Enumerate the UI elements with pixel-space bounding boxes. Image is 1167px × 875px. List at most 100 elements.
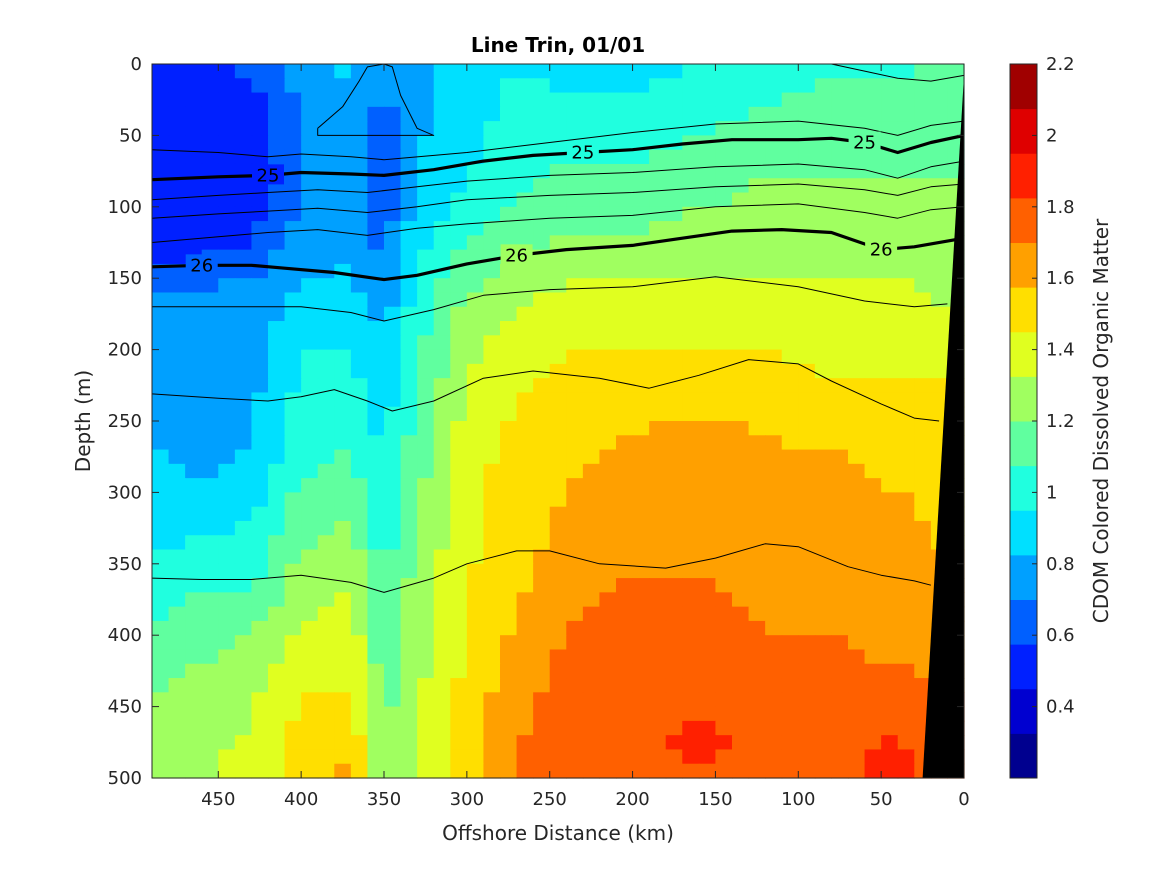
heatmap-cell bbox=[632, 635, 650, 651]
heatmap-cell bbox=[881, 149, 899, 165]
heatmap-cell bbox=[268, 678, 286, 693]
heatmap-cell bbox=[367, 435, 385, 451]
heatmap-cell bbox=[251, 649, 269, 665]
heatmap-cell bbox=[367, 492, 385, 508]
heatmap-cell bbox=[831, 492, 849, 508]
heatmap-cell bbox=[798, 378, 816, 394]
heatmap-cell bbox=[732, 563, 750, 579]
heatmap-cell bbox=[251, 206, 269, 222]
heatmap-cell bbox=[450, 449, 468, 465]
isopycnal-line bbox=[151, 160, 965, 201]
heatmap-cell bbox=[831, 206, 849, 222]
heatmap-cell bbox=[268, 463, 286, 479]
heatmap-cell bbox=[384, 321, 402, 336]
heatmap-cell bbox=[632, 149, 650, 165]
heatmap-cell bbox=[433, 278, 451, 294]
heatmap-cell bbox=[814, 192, 833, 208]
heatmap-cell bbox=[914, 206, 932, 222]
heatmap-cell bbox=[433, 335, 451, 351]
heatmap-cell bbox=[582, 363, 601, 379]
heatmap-cell bbox=[732, 192, 750, 208]
heatmap-cell bbox=[616, 78, 634, 94]
heatmap-cell bbox=[682, 92, 700, 108]
heatmap-cell bbox=[533, 649, 551, 665]
x-tick-label: 300 bbox=[450, 789, 484, 810]
heatmap-cell bbox=[152, 92, 170, 108]
heatmap-cell bbox=[251, 763, 269, 779]
heatmap-cell bbox=[632, 592, 650, 608]
heatmap-cell bbox=[549, 492, 567, 508]
heatmap-cell bbox=[466, 549, 485, 565]
heatmap-cell bbox=[649, 249, 667, 265]
colorbar bbox=[1010, 64, 1037, 779]
heatmap-cell bbox=[251, 749, 269, 765]
heatmap-cell bbox=[500, 649, 518, 665]
heatmap-cell bbox=[698, 321, 717, 336]
heatmap-cell bbox=[914, 121, 932, 136]
heatmap-cell bbox=[897, 463, 915, 479]
heatmap-cell bbox=[284, 606, 302, 622]
heatmap-cell bbox=[748, 221, 766, 236]
heatmap-cell bbox=[914, 192, 932, 208]
heatmap-cell bbox=[748, 64, 766, 79]
heatmap-cell bbox=[781, 506, 799, 522]
heatmap-cell bbox=[599, 406, 617, 422]
heatmap-cell bbox=[500, 121, 518, 136]
heatmap-cell bbox=[483, 649, 501, 665]
heatmap-cell bbox=[549, 206, 567, 222]
heatmap-cell bbox=[218, 692, 236, 708]
heatmap-cell bbox=[781, 349, 799, 365]
heatmap-cell bbox=[234, 206, 253, 222]
heatmap-cell bbox=[516, 578, 534, 593]
heatmap-cell bbox=[268, 520, 286, 536]
heatmap-cell bbox=[914, 606, 932, 622]
heatmap-cell bbox=[897, 92, 915, 108]
heatmap-cell bbox=[582, 92, 601, 108]
heatmap-cell bbox=[848, 535, 866, 551]
heatmap-cell bbox=[185, 720, 203, 736]
heatmap-cell bbox=[533, 221, 551, 236]
isopycnal-label-bg bbox=[865, 238, 898, 259]
heatmap-cell bbox=[201, 92, 219, 108]
heatmap-cell bbox=[732, 221, 750, 236]
heatmap-cell bbox=[400, 592, 418, 608]
heatmap-cell bbox=[251, 706, 269, 722]
heatmap-cell bbox=[632, 92, 650, 108]
heatmap-cell bbox=[930, 278, 949, 294]
heatmap-cell bbox=[798, 406, 816, 422]
heatmap-cell bbox=[450, 520, 468, 536]
heatmap-cell bbox=[433, 492, 451, 508]
heatmap-cell bbox=[152, 763, 170, 779]
heatmap-cell bbox=[433, 249, 451, 265]
heatmap-cell bbox=[566, 449, 584, 465]
heatmap-cell bbox=[715, 520, 733, 536]
heatmap-cell bbox=[665, 620, 683, 636]
heatmap-cell bbox=[582, 64, 601, 79]
heatmap-cell bbox=[914, 549, 932, 565]
heatmap-cell bbox=[185, 492, 203, 508]
heatmap-cell bbox=[350, 92, 369, 108]
heatmap-cell bbox=[301, 506, 319, 522]
heatmap-cell bbox=[367, 463, 385, 479]
heatmap-cell bbox=[500, 335, 518, 351]
heatmap-cell bbox=[317, 378, 335, 394]
heatmap-cell bbox=[168, 563, 186, 579]
isopycnal-label: 25 bbox=[571, 143, 594, 164]
heatmap-cell bbox=[516, 449, 534, 465]
heatmap-cell bbox=[466, 392, 485, 408]
heatmap-cell bbox=[930, 92, 949, 108]
heatmap-cell bbox=[632, 692, 650, 708]
heatmap-cell bbox=[732, 335, 750, 351]
heatmap-cell bbox=[433, 135, 451, 151]
heatmap-cell bbox=[748, 535, 766, 551]
heatmap-cell bbox=[897, 192, 915, 208]
heatmap-cell bbox=[268, 549, 286, 565]
heatmap-cell bbox=[301, 678, 319, 693]
heatmap-cell bbox=[268, 635, 286, 651]
heatmap-cell bbox=[848, 763, 866, 779]
heatmap-cell bbox=[483, 763, 501, 779]
heatmap-cell bbox=[831, 563, 849, 579]
heatmap-cell bbox=[317, 720, 335, 736]
heatmap-cell bbox=[566, 64, 584, 79]
heatmap-cell bbox=[732, 249, 750, 265]
